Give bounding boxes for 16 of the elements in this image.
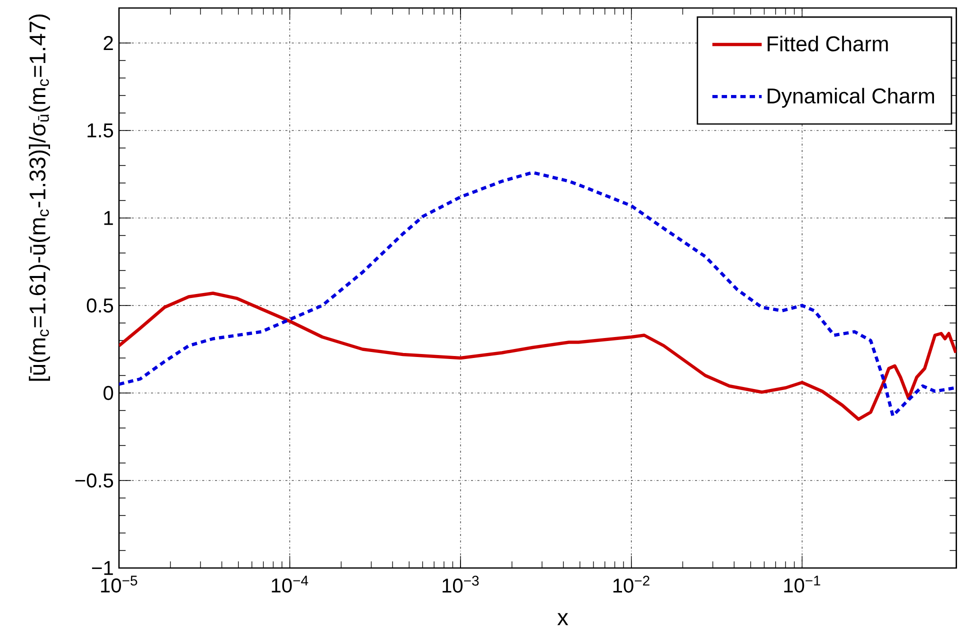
y-tick-label: 1 — [104, 211, 113, 225]
x-tick-label: 10$^{−1}$ — [784, 576, 820, 593]
x-axis-title: x — [557, 613, 568, 626]
y-tick-label: 2 — [104, 36, 113, 50]
text: [ū(m$_{c}$=1.61)-ū(m$_{c}$-1.33)]/σ$_{ū}$(m$_{c}$=1.47) — [28, 14, 50, 381]
y-tick-label: −1 — [92, 561, 113, 575]
y-tick-label: 1.5 — [88, 124, 114, 138]
y-tick-label: −0.5 — [75, 473, 114, 488]
x-tick-label: 10$^{−4}$ — [272, 576, 308, 593]
legend-label: Dynamical Charm — [768, 88, 934, 108]
x-tick-label: 10$^{−3}$ — [442, 576, 479, 593]
legend-label: Fitted Charm — [768, 36, 888, 52]
y-tick-label: 0.5 — [86, 298, 114, 313]
x-tick-label: 10$^{−5}$ — [101, 576, 138, 593]
y-tick-label: 0 — [104, 386, 114, 400]
x-tick-label: 10$^{−2}$ — [613, 576, 650, 593]
